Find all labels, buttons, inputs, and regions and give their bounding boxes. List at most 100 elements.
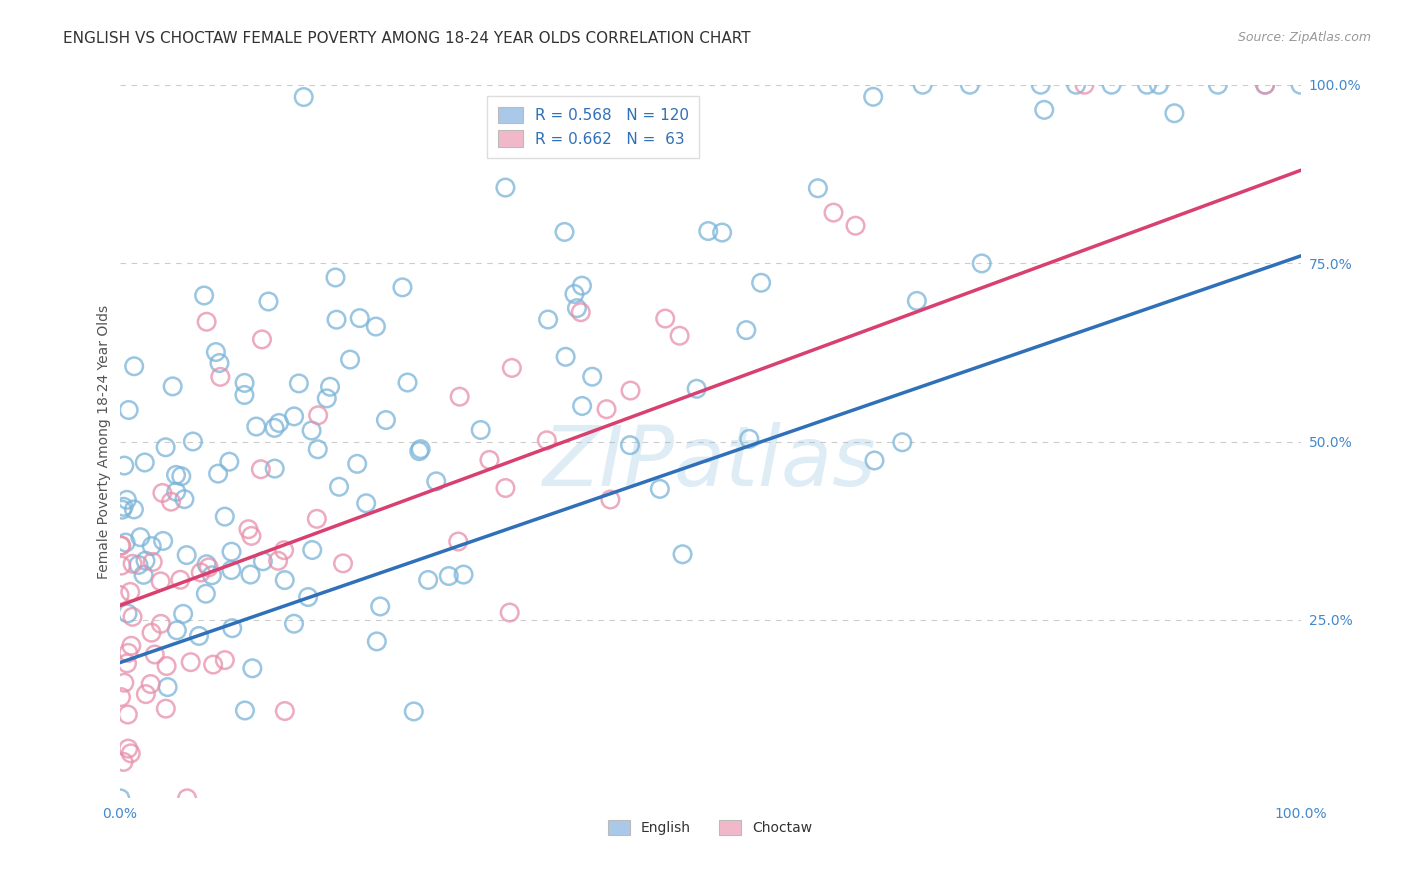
- Point: [208, 356, 231, 370]
- Point: [111, 502, 134, 516]
- Point: [238, 522, 260, 536]
- Point: [274, 704, 297, 718]
- Point: [152, 486, 174, 500]
- Point: [141, 539, 163, 553]
- Point: [391, 280, 413, 294]
- Point: [374, 413, 396, 427]
- Point: [671, 547, 693, 561]
- Point: [569, 305, 592, 319]
- Point: [564, 287, 586, 301]
- Point: [115, 657, 138, 671]
- Point: [1254, 78, 1277, 92]
- Point: [195, 315, 218, 329]
- Point: [117, 707, 139, 722]
- Point: [711, 226, 734, 240]
- Point: [619, 384, 641, 398]
- Point: [425, 475, 447, 489]
- Point: [349, 311, 371, 326]
- Point: [263, 461, 285, 475]
- Point: [1073, 78, 1095, 92]
- Point: [697, 224, 720, 238]
- Point: [142, 555, 165, 569]
- Point: [619, 438, 641, 452]
- Point: [173, 492, 195, 507]
- Point: [121, 610, 143, 624]
- Point: [478, 453, 501, 467]
- Point: [190, 566, 212, 580]
- Point: [135, 687, 157, 701]
- Point: [315, 392, 337, 406]
- Point: [252, 554, 274, 568]
- Point: [301, 543, 323, 558]
- Point: [201, 568, 224, 582]
- Point: [319, 380, 342, 394]
- Point: [170, 469, 193, 483]
- Point: [118, 403, 141, 417]
- Point: [1033, 103, 1056, 117]
- Point: [202, 657, 225, 672]
- Point: [166, 624, 188, 638]
- Text: ENGLISH VS CHOCTAW FEMALE POVERTY AMONG 18-24 YEAR OLDS CORRELATION CHART: ENGLISH VS CHOCTAW FEMALE POVERTY AMONG …: [63, 31, 751, 46]
- Point: [297, 590, 319, 604]
- Point: [114, 535, 136, 549]
- Point: [409, 442, 432, 457]
- Point: [257, 294, 280, 309]
- Point: [160, 494, 183, 508]
- Point: [364, 319, 387, 334]
- Point: [149, 616, 172, 631]
- Point: [214, 653, 236, 667]
- Point: [221, 621, 243, 635]
- Point: [554, 350, 576, 364]
- Point: [749, 276, 772, 290]
- Point: [110, 690, 132, 704]
- Point: [537, 312, 560, 326]
- Point: [366, 634, 388, 648]
- Point: [233, 703, 256, 717]
- Point: [325, 312, 347, 326]
- Point: [122, 502, 145, 516]
- Point: [239, 567, 262, 582]
- Point: [571, 399, 593, 413]
- Point: [245, 419, 267, 434]
- Legend: English, Choctaw: English, Choctaw: [598, 810, 823, 845]
- Point: [112, 458, 135, 473]
- Point: [205, 345, 228, 359]
- Point: [233, 376, 256, 390]
- Point: [209, 369, 232, 384]
- Point: [1289, 78, 1312, 92]
- Point: [339, 352, 361, 367]
- Point: [1254, 78, 1277, 92]
- Point: [911, 78, 934, 92]
- Point: [156, 680, 179, 694]
- Point: [959, 78, 981, 92]
- Point: [112, 500, 135, 514]
- Point: [250, 462, 273, 476]
- Point: [117, 741, 139, 756]
- Point: [346, 457, 368, 471]
- Point: [263, 421, 285, 435]
- Point: [143, 648, 166, 662]
- Point: [207, 467, 229, 481]
- Point: [172, 607, 194, 621]
- Point: [292, 90, 315, 104]
- Point: [654, 311, 676, 326]
- Point: [554, 225, 576, 239]
- Point: [862, 90, 884, 104]
- Point: [283, 616, 305, 631]
- Point: [305, 512, 328, 526]
- Point: [301, 424, 323, 438]
- Point: [240, 661, 263, 675]
- Point: [402, 705, 425, 719]
- Point: [129, 530, 152, 544]
- Point: [218, 455, 240, 469]
- Point: [195, 558, 218, 572]
- Point: [120, 585, 142, 599]
- Point: [1101, 78, 1123, 92]
- Point: [332, 557, 354, 571]
- Point: [1029, 78, 1052, 92]
- Point: [121, 557, 143, 571]
- Point: [197, 560, 219, 574]
- Point: [396, 376, 419, 390]
- Point: [970, 256, 993, 270]
- Point: [738, 432, 761, 446]
